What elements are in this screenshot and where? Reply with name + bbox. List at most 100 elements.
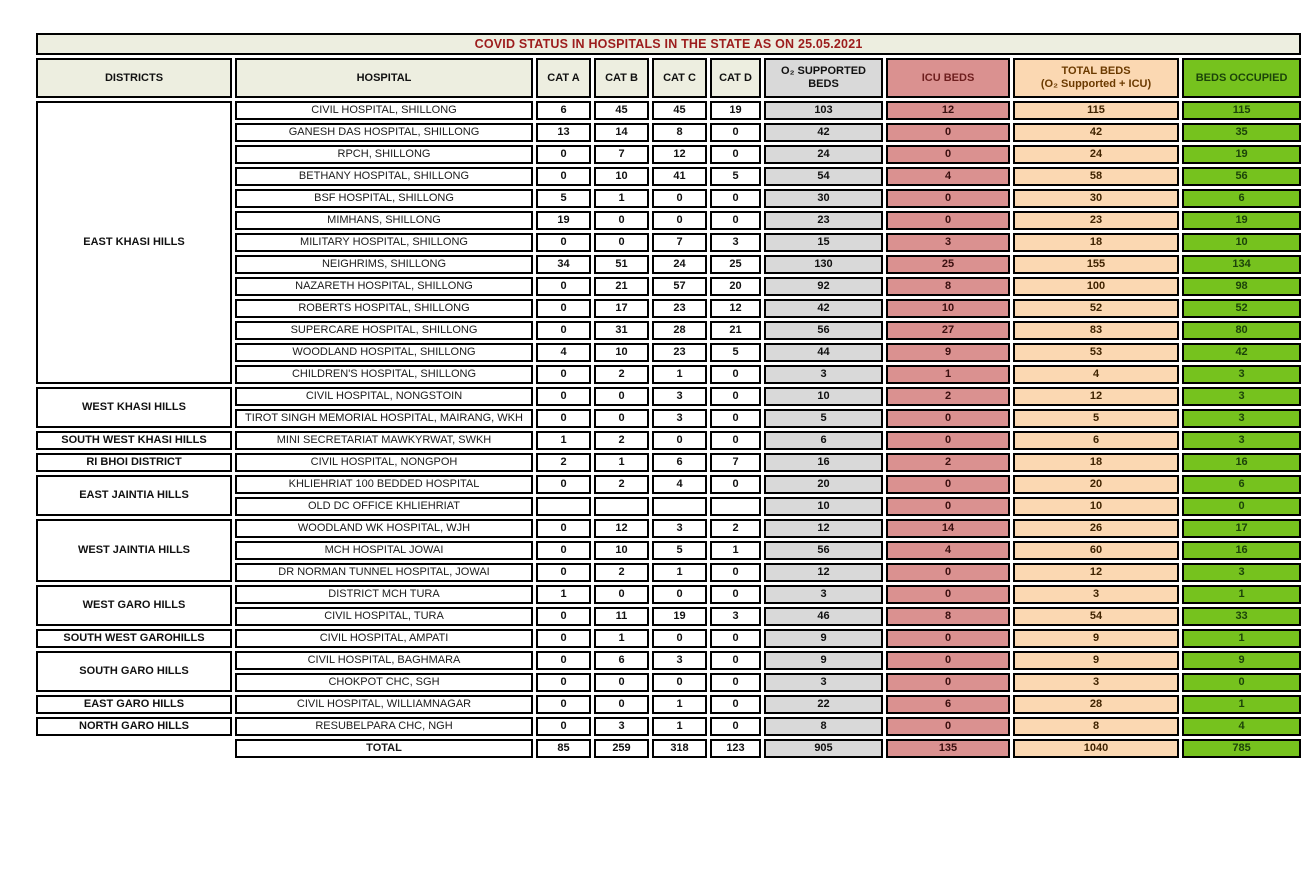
cat-b-cell: 1 [594, 629, 649, 648]
district-cell: NORTH GARO HILLS [36, 717, 232, 736]
cat-a-cell: 0 [536, 717, 591, 736]
hospital-cell: OLD DC OFFICE KHLIEHRIAT [235, 497, 533, 516]
total-beds-cell: 54 [1013, 607, 1179, 626]
cat-a-cell: 13 [536, 123, 591, 142]
hospital-cell: NAZARETH HOSPITAL, SHILLONG [235, 277, 533, 296]
icu-beds-cell: 0 [886, 629, 1010, 648]
hospital-row: MIMHANS, SHILLONG 19 0 0 0 23 0 23 19 [36, 211, 1302, 230]
cat-c-cell: 0 [652, 431, 707, 450]
total-beds-cell: 26 [1013, 519, 1179, 538]
district-cell: WEST GARO HILLS [36, 585, 232, 626]
hospital-cell: DISTRICT MCH TURA [235, 585, 533, 604]
cat-c-cell: 0 [652, 673, 707, 692]
icu-beds-cell: 0 [886, 123, 1010, 142]
o2-beds-cell: 5 [764, 409, 883, 428]
total-beds-cell: 10 [1013, 497, 1179, 516]
icu-beds-cell: 10 [886, 299, 1010, 318]
icu-beds-cell: 2 [886, 387, 1010, 406]
total-beds-cell: 3 [1013, 585, 1179, 604]
cat-c-cell: 8 [652, 123, 707, 142]
icu-beds-cell: 2 [886, 453, 1010, 472]
cat-a-cell: 1 [536, 431, 591, 450]
column-header-cat-a: CAT A [536, 58, 591, 98]
beds-occupied-cell: 6 [1182, 475, 1302, 494]
beds-occupied-cell: 3 [1182, 431, 1302, 450]
cat-b-cell: 14 [594, 123, 649, 142]
cat-b-cell: 3 [594, 717, 649, 736]
o2-beds-cell: 20 [764, 475, 883, 494]
cat-b-cell: 0 [594, 211, 649, 230]
cat-c-cell: 0 [652, 629, 707, 648]
total-beds-cell: 9 [1013, 629, 1179, 648]
total-beds-cell: 12 [1013, 387, 1179, 406]
cat-c-cell: 57 [652, 277, 707, 296]
hospital-cell: CHOKPOT CHC, SGH [235, 673, 533, 692]
hospital-row: WEST KHASI HILLS CIVIL HOSPITAL, NONGSTOI… [36, 387, 1302, 428]
hospital-row: SUPERCARE HOSPITAL, SHILLONG 0 31 28 21 56 27 8… [36, 321, 1302, 340]
district-cell: SOUTH WEST GAROHILLS [36, 629, 232, 648]
beds-occupied-cell: 0 [1182, 497, 1302, 516]
total-beds-cell: 18 [1013, 453, 1179, 472]
hospital-cell: MCH HOSPITAL JOWAI [235, 541, 533, 560]
cat-c-cell: 3 [652, 519, 707, 538]
o2-beds-cell: 15 [764, 233, 883, 252]
hospital-row: CHILDREN'S HOSPITAL, SHILLONG 0 2 1 0 3 1 4 3 [36, 365, 1302, 384]
cat-b-cell: 0 [594, 673, 649, 692]
cat-d-cell: 12 [710, 299, 761, 318]
hospital-cell: GANESH DAS HOSPITAL, SHILLONG [235, 123, 533, 142]
hospital-row: RI BHOI DISTRICT CIVIL HOSPITAL, NONGPOH 2… [36, 453, 1302, 472]
cat-c-cell: 1 [652, 563, 707, 582]
beds-occupied-cell: 0 [1182, 673, 1302, 692]
cat-a-cell: 4 [536, 343, 591, 362]
table-body: EAST KHASI HILLS CIVIL HOSPITAL, SHILLONG… [36, 101, 1302, 758]
column-header-icu-beds: ICU BEDS [886, 58, 1010, 98]
total-beds-cell: 18 [1013, 233, 1179, 252]
cat-d-cell: 0 [710, 695, 761, 714]
icu-beds-cell: 8 [886, 607, 1010, 626]
total-beds-cell: 23 [1013, 211, 1179, 230]
hospital-cell: RESUBELPARA CHC, NGH [235, 717, 533, 736]
cat-a-cell: 0 [536, 277, 591, 296]
cat-a-cell: 0 [536, 519, 591, 538]
total-beds-cell: 28 [1013, 695, 1179, 714]
hospital-cell: BETHANY HOSPITAL, SHILLONG [235, 167, 533, 186]
cat-a-cell [536, 497, 591, 516]
o2-beds-cell: 3 [764, 365, 883, 384]
cat-a-cell: 2 [536, 453, 591, 472]
cat-c-cell: 1 [652, 365, 707, 384]
cat-d-cell: 0 [710, 475, 761, 494]
cat-d-cell: 5 [710, 343, 761, 362]
o2-beds-cell: 42 [764, 299, 883, 318]
column-header-total-beds: TOTAL BEDS (O₂ Supported + ICU) [1013, 58, 1179, 98]
hospital-cell: CIVIL HOSPITAL, BAGHMARA [235, 651, 533, 670]
covid-status-table: COVID STATUS IN HOSPITALS IN THE STATE A… [33, 30, 1304, 761]
total-beds-occupied-cell: 785 [1182, 739, 1302, 758]
beds-occupied-cell: 10 [1182, 233, 1302, 252]
hospital-row: SOUTH WEST KHASI HILLS MINI SECRETARIAT M… [36, 431, 1302, 450]
cat-a-cell: 0 [536, 233, 591, 252]
cat-b-cell: 0 [594, 233, 649, 252]
hospital-cell: CIVIL HOSPITAL, WILLIAMNAGAR [235, 695, 533, 714]
cat-a-cell: 0 [536, 145, 591, 164]
hospital-row: SOUTH GARO HILLS CIVIL HOSPITAL, BAGHMARA… [36, 651, 1302, 692]
cat-a-cell: 0 [536, 695, 591, 714]
cat-b-cell: 10 [594, 343, 649, 362]
icu-beds-cell: 0 [886, 145, 1010, 164]
beds-occupied-cell: 16 [1182, 453, 1302, 472]
cat-c-cell: 3 [652, 387, 707, 406]
beds-occupied-cell: 16 [1182, 541, 1302, 560]
cat-d-cell: 0 [710, 123, 761, 142]
beds-occupied-cell: 19 [1182, 211, 1302, 230]
cat-a-cell: 1 [536, 585, 591, 604]
cat-d-cell: 25 [710, 255, 761, 274]
cat-d-cell: 0 [710, 629, 761, 648]
icu-beds-cell: 0 [886, 585, 1010, 604]
hospital-row: EAST JAINTIA HILLS KHLIEHRIAT 100 BEDDED … [36, 475, 1302, 516]
o2-beds-cell: 92 [764, 277, 883, 296]
total-beds-cell: 100 [1013, 277, 1179, 296]
icu-beds-cell: 4 [886, 541, 1010, 560]
cat-d-cell: 0 [710, 431, 761, 450]
cat-a-cell: 0 [536, 563, 591, 582]
beds-occupied-cell: 33 [1182, 607, 1302, 626]
total-beds-cell: 20 [1013, 475, 1179, 494]
